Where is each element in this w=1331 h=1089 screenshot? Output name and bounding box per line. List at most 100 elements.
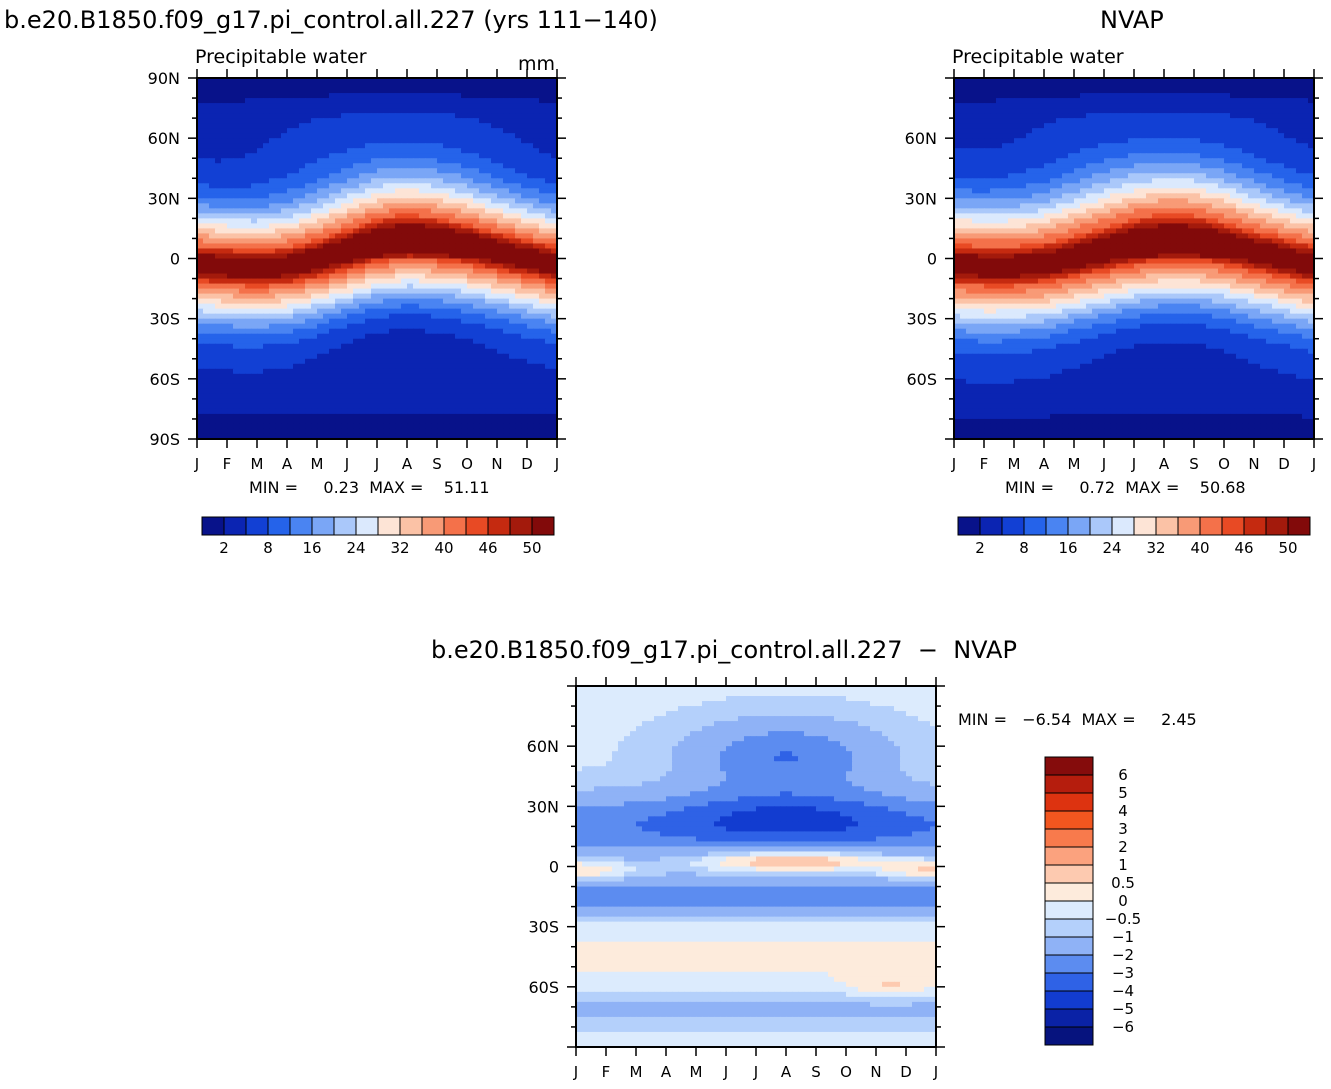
contour-cell <box>365 213 372 219</box>
contour-cell <box>251 248 258 255</box>
contour-cell <box>467 228 474 235</box>
contour-cell <box>197 328 204 335</box>
contour-cell <box>215 243 222 250</box>
contour-cell <box>329 88 336 94</box>
contour-cell <box>473 423 480 430</box>
contour-cell <box>245 418 252 425</box>
contour-cell <box>317 133 324 139</box>
contour-cell <box>443 358 450 365</box>
contour-cell <box>221 153 228 159</box>
contour-cell <box>539 173 546 179</box>
contour-cell <box>293 163 300 169</box>
contour-cell <box>323 268 330 275</box>
contour-cell <box>197 263 204 270</box>
contour-cell <box>329 313 336 320</box>
contour-cell <box>371 203 378 209</box>
contour-cell <box>269 178 276 184</box>
contour-cell <box>341 168 348 174</box>
contour-cell <box>467 273 474 280</box>
contour-cell <box>287 413 294 420</box>
contour-cell <box>281 363 288 370</box>
contour-cell <box>269 303 276 310</box>
contour-cell <box>353 283 360 290</box>
contour-cell <box>203 368 210 375</box>
contour-cell <box>467 238 474 245</box>
contour-cell <box>317 313 324 320</box>
contour-cell <box>359 123 366 129</box>
contour-cell <box>257 373 264 380</box>
contour-cell <box>1044 103 1051 109</box>
contour-cell <box>1170 113 1177 119</box>
contour-cell <box>395 363 402 370</box>
contour-cell <box>473 243 480 250</box>
contour-cell <box>251 398 258 405</box>
contour-cell <box>521 213 528 219</box>
contour-cell <box>203 353 210 360</box>
contour-cell <box>323 163 330 169</box>
contour-cell <box>395 248 402 255</box>
contour-cell <box>275 193 282 199</box>
contour-cell <box>455 148 462 154</box>
contour-cell <box>389 158 396 164</box>
contour-cell <box>377 138 384 144</box>
contour-cell <box>461 143 468 149</box>
contour-cell <box>263 308 270 315</box>
contour-cell <box>479 273 486 280</box>
contour-cell <box>395 133 402 139</box>
contour-cell <box>431 228 438 235</box>
contour-cell <box>353 158 360 164</box>
contour-cell <box>413 188 420 194</box>
contour-cell <box>299 413 306 420</box>
contour-cell <box>503 348 510 355</box>
contour-cell <box>221 143 228 149</box>
contour-cell <box>353 368 360 375</box>
contour-cell <box>497 138 504 144</box>
contour-cell <box>443 418 450 425</box>
contour-cell <box>215 408 222 415</box>
contour-cell <box>215 238 222 245</box>
contour-cell <box>317 143 324 149</box>
contour-cell <box>491 398 498 405</box>
contour-cell <box>509 163 516 169</box>
contour-cell <box>503 328 510 335</box>
contour-cell <box>359 383 366 390</box>
contour-cell <box>413 233 420 240</box>
contour-cell <box>317 288 324 295</box>
contour-cell <box>311 128 318 134</box>
contour-cell <box>335 228 342 235</box>
contour-cell <box>431 153 438 159</box>
contour-cell <box>503 313 510 320</box>
contour-cell <box>401 358 408 365</box>
contour-cell <box>1296 108 1303 114</box>
contour-cell <box>377 243 384 250</box>
contour-cell <box>245 243 252 250</box>
contour-cell <box>203 383 210 390</box>
contour-cell <box>515 193 522 199</box>
contour-cell <box>371 278 378 285</box>
contour-cell <box>401 338 408 345</box>
contour-cell <box>209 308 216 315</box>
contour-cell <box>335 238 342 245</box>
contour-cell <box>509 353 516 360</box>
contour-cell <box>365 363 372 370</box>
contour-cell <box>1044 123 1051 129</box>
contour-cell <box>533 248 540 255</box>
contour-cell <box>371 163 378 169</box>
contour-cell <box>233 268 240 275</box>
contour-cell <box>443 413 450 420</box>
contour-cell <box>353 363 360 370</box>
contour-cell <box>359 353 366 360</box>
contour-cell <box>978 83 985 89</box>
contour-cell <box>521 353 528 360</box>
contour-cell <box>305 403 312 410</box>
contour-cell <box>1116 93 1123 99</box>
contour-cell <box>299 83 306 89</box>
contour-cell <box>371 118 378 124</box>
contour-cell <box>299 208 306 214</box>
contour-cell <box>407 193 414 199</box>
contour-cell <box>341 428 348 435</box>
contour-cell <box>1056 118 1063 124</box>
contour-cell <box>257 393 264 400</box>
contour-cell <box>287 178 294 184</box>
contour-cell <box>413 263 420 270</box>
